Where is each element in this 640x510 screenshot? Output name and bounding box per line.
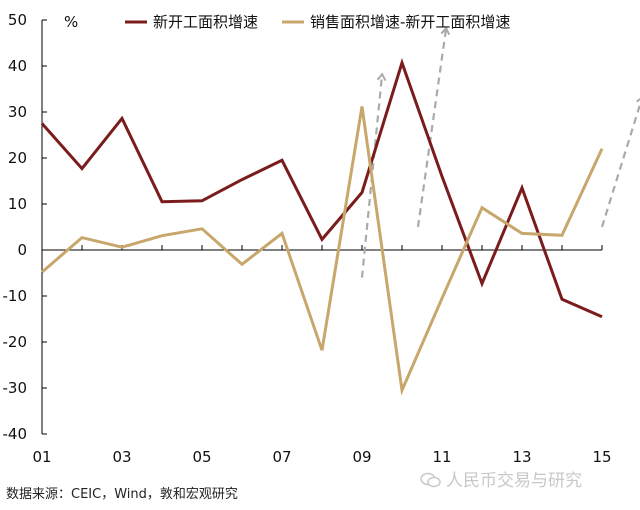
y-tick-label: -30 [3,379,28,397]
watermark: 人民币交易与研究 [420,466,582,491]
source-note: 数据来源：CEIC，Wind，敦和宏观研究 [6,487,238,502]
y-tick-label: 0 [17,241,27,259]
y-axis: 50 40 30 20 10 0 -10 -20 -30 -40 [3,11,47,443]
watermark-text: 人民币交易与研究 [446,471,582,491]
y-tick-label: 40 [8,57,27,75]
unit-label: % [64,13,78,31]
x-tick-label: 11 [432,448,451,466]
y-tick-label: -10 [3,287,28,305]
legend-label-2: 销售面积增速-新开工面积增速 [310,13,510,31]
series-line-2 [41,106,604,396]
y-tick-label: -20 [3,333,28,351]
y-tick-label: -40 [3,425,28,443]
series-lines [40,58,604,396]
y-tick-label: 30 [8,103,27,121]
x-tick-label: 09 [352,448,371,466]
y-tick-label: 10 [8,195,27,213]
x-axis: 01 03 05 07 09 11 13 15 [32,245,612,466]
x-tick-label: 01 [32,448,51,466]
legend: 新开工面积增速 销售面积增速-新开工面积增速 [125,13,510,31]
x-tick-label: 07 [272,448,291,466]
x-tick-label: 13 [512,448,531,466]
trend-arrow [416,26,451,228]
wechat-icon [420,472,441,488]
x-tick-label: 05 [192,448,211,466]
trend-arrow [600,95,640,228]
legend-label-1: 新开工面积增速 [153,13,258,31]
x-tick-label: 03 [112,448,131,466]
y-tick-label: 20 [8,149,27,167]
series-line-1 [40,58,603,319]
x-tick-label: 15 [592,448,611,466]
y-tick-label: 50 [8,11,27,29]
